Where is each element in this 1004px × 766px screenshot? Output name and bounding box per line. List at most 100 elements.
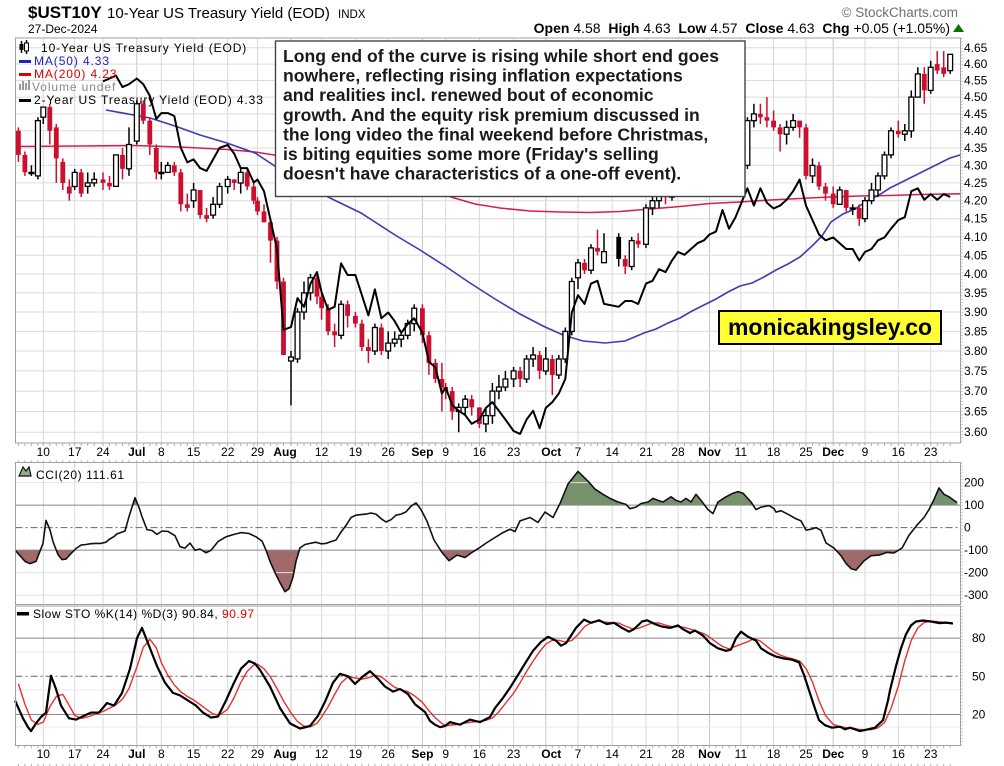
svg-text:the long video the final weeke: the long video the final weekend before … <box>283 124 708 144</box>
svg-text:4.30: 4.30 <box>964 158 988 172</box>
svg-text:$UST10Y: $UST10Y <box>28 3 102 22</box>
svg-text:is biting equities some more (: is biting equities some more (Friday's s… <box>283 144 659 164</box>
svg-text:20: 20 <box>972 708 986 722</box>
svg-text:9: 9 <box>862 747 869 761</box>
svg-text:23: 23 <box>924 445 938 459</box>
svg-text:Oct: Oct <box>541 747 561 761</box>
svg-text:© StockCharts.com: © StockCharts.com <box>842 5 958 20</box>
svg-text:3.95: 3.95 <box>964 286 988 300</box>
svg-text:doesn't have characteristics o: doesn't have characteristics of a one-of… <box>283 164 681 184</box>
svg-text:28: 28 <box>671 445 685 459</box>
svg-text:Long end of the curve is risin: Long end of the curve is rising while sh… <box>283 46 719 66</box>
svg-text:3.85: 3.85 <box>964 324 988 338</box>
svg-text:MA(200) 4.23: MA(200) 4.23 <box>34 67 118 81</box>
svg-text:4.20: 4.20 <box>964 194 988 208</box>
svg-text:14: 14 <box>606 445 620 459</box>
svg-text:4.25: 4.25 <box>964 176 988 190</box>
svg-text:200: 200 <box>964 476 984 490</box>
svg-text:25: 25 <box>799 747 813 761</box>
svg-text:8: 8 <box>158 747 165 761</box>
svg-text:16: 16 <box>892 747 906 761</box>
svg-text:22: 22 <box>221 747 235 761</box>
svg-text:4.15: 4.15 <box>964 212 988 226</box>
svg-text:nowhere, reflecting rising inf: nowhere, reflecting rising inflation exp… <box>283 66 683 86</box>
svg-text:15: 15 <box>187 445 201 459</box>
svg-text:Volume undef: Volume undef <box>32 80 116 94</box>
svg-text:12: 12 <box>315 445 329 459</box>
svg-text:21: 21 <box>639 747 653 761</box>
svg-text:16: 16 <box>473 747 487 761</box>
svg-text:Slow STO %K(14) %D(3) 90.84, 9: Slow STO %K(14) %D(3) 90.84, 90.97 <box>33 607 255 621</box>
svg-text:3.70: 3.70 <box>964 384 988 398</box>
svg-text:CCI(20) 111.61: CCI(20) 111.61 <box>36 468 125 482</box>
svg-text:Open 4.58 High 4.63 Low 4.57: Open 4.58 High 4.63 Low 4.57 Close 4.63 … <box>534 20 950 36</box>
svg-text:18: 18 <box>767 747 781 761</box>
svg-text:4.10: 4.10 <box>964 230 988 244</box>
svg-text:Dec: Dec <box>822 445 844 459</box>
svg-text:7: 7 <box>575 747 582 761</box>
svg-text:10-Year US Treasury Yield (EOD: 10-Year US Treasury Yield (EOD) <box>107 5 330 22</box>
svg-text:4.00: 4.00 <box>964 267 988 281</box>
svg-text:3.90: 3.90 <box>964 305 988 319</box>
svg-text:4.65: 4.65 <box>964 41 988 55</box>
svg-text:29: 29 <box>251 747 265 761</box>
svg-text:growth. And the equity risk pr: growth. And the equity risk premium disc… <box>283 105 700 125</box>
svg-text:23: 23 <box>507 747 521 761</box>
svg-text:Aug: Aug <box>273 445 296 459</box>
svg-text:Nov: Nov <box>698 747 721 761</box>
svg-text:3.60: 3.60 <box>964 425 988 439</box>
svg-text:9: 9 <box>442 445 449 459</box>
svg-text:14: 14 <box>606 747 620 761</box>
svg-text:12: 12 <box>315 747 329 761</box>
svg-text:-100: -100 <box>964 543 988 557</box>
svg-text:80: 80 <box>972 631 986 645</box>
svg-text:Oct: Oct <box>541 445 561 459</box>
svg-text:MA(50) 4.33: MA(50) 4.33 <box>34 54 110 68</box>
svg-text:23: 23 <box>924 747 938 761</box>
svg-text:and realities incl. renewed bo: and realities incl. renewed bout of econ… <box>283 85 654 105</box>
svg-text:26: 26 <box>382 747 396 761</box>
svg-text:21: 21 <box>639 445 653 459</box>
svg-text:-300: -300 <box>964 588 988 602</box>
svg-text:100: 100 <box>964 498 984 512</box>
svg-text:3.80: 3.80 <box>964 344 988 358</box>
svg-text:4.50: 4.50 <box>964 90 988 104</box>
svg-text:9: 9 <box>862 445 869 459</box>
svg-text:3.65: 3.65 <box>964 405 988 419</box>
svg-text:24: 24 <box>96 445 110 459</box>
svg-text:16: 16 <box>473 445 487 459</box>
svg-text:11: 11 <box>735 445 748 459</box>
svg-text:Nov: Nov <box>698 445 721 459</box>
svg-text:Sep: Sep <box>411 747 433 761</box>
svg-text:26: 26 <box>382 445 396 459</box>
svg-text:3.75: 3.75 <box>964 364 988 378</box>
svg-text:4.35: 4.35 <box>964 141 988 155</box>
svg-text:INDX: INDX <box>338 9 366 21</box>
svg-text:16: 16 <box>892 445 906 459</box>
svg-text:25: 25 <box>799 445 813 459</box>
svg-text:23: 23 <box>507 445 521 459</box>
svg-text:Sep: Sep <box>411 445 433 459</box>
svg-text:10: 10 <box>37 747 51 761</box>
svg-text:19: 19 <box>349 445 363 459</box>
svg-text:19: 19 <box>349 747 363 761</box>
svg-text:29: 29 <box>251 445 265 459</box>
svg-text:24: 24 <box>96 747 110 761</box>
svg-text:50: 50 <box>972 669 986 683</box>
svg-text:monicakingsley.co: monicakingsley.co <box>728 314 932 340</box>
svg-text:17: 17 <box>68 445 82 459</box>
svg-text:4.05: 4.05 <box>964 248 988 262</box>
svg-text:28: 28 <box>671 747 685 761</box>
svg-text:-200: -200 <box>964 566 988 580</box>
svg-text:4.45: 4.45 <box>964 107 988 121</box>
svg-text:Jul: Jul <box>128 747 145 761</box>
svg-text:17: 17 <box>68 747 82 761</box>
svg-text:4.40: 4.40 <box>964 124 988 138</box>
svg-text:4.55: 4.55 <box>964 74 988 88</box>
svg-text:9: 9 <box>442 747 449 761</box>
svg-text:22: 22 <box>221 445 235 459</box>
svg-text:11: 11 <box>735 747 748 761</box>
svg-text:4.60: 4.60 <box>964 57 988 71</box>
svg-text:Jul: Jul <box>128 445 145 459</box>
svg-text:27-Dec-2024: 27-Dec-2024 <box>28 22 98 36</box>
